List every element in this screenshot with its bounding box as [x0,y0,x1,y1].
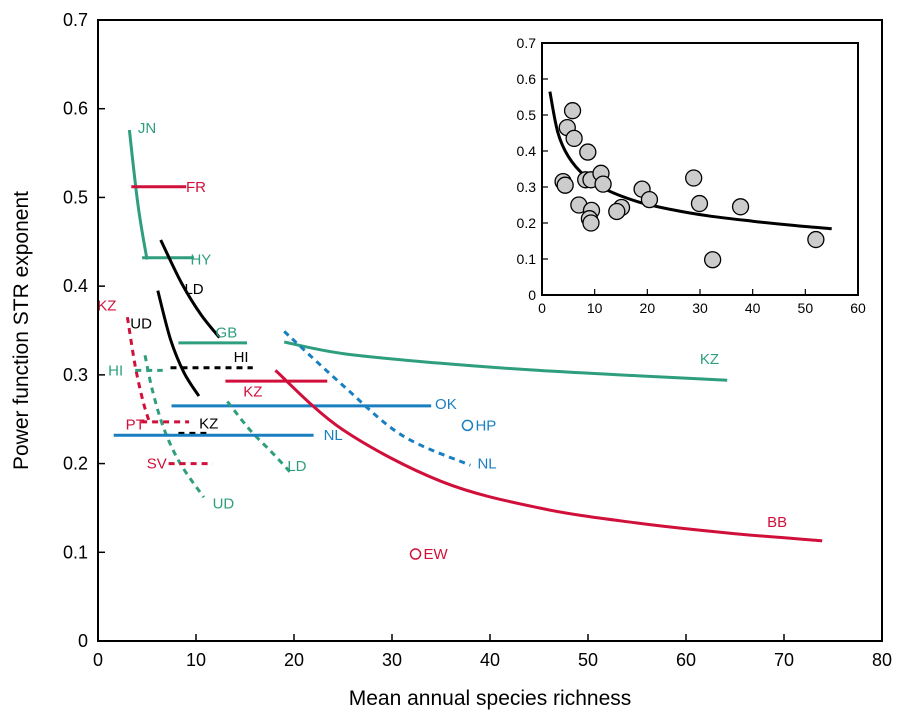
inset-y-tick-label: 0.5 [517,107,537,123]
inset-scatter-point [608,202,626,221]
inset-scatter-point [731,198,750,216]
inset-scatter-point [556,176,574,194]
inset-x-tick-label: 40 [745,300,761,316]
series-label-ud: UD [130,315,152,332]
series-label-hy: HY [190,252,211,269]
main-axis-ticks: 0 10 20 30 40 50 60 70 80 0 0.1 0.2 0.3 0.4 0.5 0.6 0.7 [63,10,892,670]
inset-background [494,31,872,321]
inset-y-tick-label: 0.7 [517,35,537,51]
series-label-ld: LD [184,281,203,298]
series-label-pt: PT [126,417,145,434]
series-line-kz [283,340,728,382]
inset-y-tick-label: 0.3 [517,179,537,195]
x-tick-label: 60 [676,650,696,670]
inset-x-tick-label: 0 [538,300,546,316]
inset-scatter-point [563,102,582,120]
series-line-ld [226,400,294,476]
inset-x-tick-label: 60 [850,300,866,316]
x-tick-label: 30 [382,650,402,670]
inset-x-tick-label: 20 [640,300,656,316]
y-tick-label: 0.4 [63,276,88,296]
main-plot: HP EW JN FR HY LD UD KZ GB KZ HI HI UD KZ OK LD NL PT KZ N… [10,10,892,710]
y-tick-label: 0 [78,631,88,651]
series-label-kz: KZ [700,351,719,368]
series-line-ud [143,354,206,499]
point-marker-ew [409,548,422,560]
series-line-jn [127,129,149,260]
y-tick-label: 0.3 [63,365,88,385]
inset-fit-group [548,91,832,231]
series-label-ud: UD [213,495,235,512]
x-tick-label: 70 [774,650,794,670]
inset-scatter-point [640,190,659,209]
inset-scatter-point [685,169,703,187]
point-label-hp: HP [475,417,496,434]
series-label-ld: LD [287,458,306,475]
y-tick-label: 0.1 [63,542,88,562]
x-tick-label: 20 [284,650,304,670]
series-label-kz: KZ [243,384,262,401]
main-points-group: HP EW [409,417,496,563]
y-tick-label: 0.2 [63,454,88,474]
inset-x-tick-label: 50 [798,300,814,316]
series-line-kz [125,316,152,425]
y-tick-label: 0.7 [63,10,88,30]
series-label-gb: GB [216,324,238,341]
x-tick-label: 40 [480,650,500,670]
inset-plot: 0 10 20 30 40 50 60 0 0.1 0.2 0.3 0.4 0.5 0.6 0.7 [494,31,872,321]
series-label-nl: NL [477,456,496,473]
y-tick-label: 0.5 [63,187,88,207]
inset-x-tick-label: 10 [587,300,603,316]
x-axis-label: Mean annual species richness [349,687,632,710]
inset-y-tick-label: 0 [528,287,536,303]
series-label-sv: SV [147,456,167,473]
inset-fit-curve [548,91,832,231]
x-tick-label: 50 [578,650,598,670]
series-label-bb: BB [767,514,787,531]
inset-axis-ticks: 0 10 20 30 40 50 60 0 0.1 0.2 0.3 0.4 0.5 0.6 0.7 [517,35,866,316]
point-label-ew: EW [424,546,449,563]
inset-scatter-point [594,175,612,193]
main-series-group [113,129,823,543]
x-tick-label: 10 [186,650,206,670]
inset-points-group [554,102,825,269]
x-tick-label: 0 [93,650,103,670]
y-axis-label: Power function STR exponent [10,191,33,470]
inset-y-tick-label: 0.2 [517,215,537,231]
series-label-nl: NL [324,427,343,444]
series-line-ld [159,239,221,339]
inset-y-tick-label: 0.4 [517,143,537,159]
inset-y-tick-label: 0.1 [517,251,537,267]
inset-scatter-point [807,230,825,249]
main-labels-group: JN FR HY LD UD KZ GB KZ HI HI UD KZ OK LD NL PT KZ NL SV BB [97,120,787,531]
series-label-jn: JN [138,120,156,137]
series-line-nl [283,330,472,467]
series-label-ok: OK [435,396,457,413]
inset-y-tick-label: 0.6 [517,71,537,87]
series-line-bb [274,369,823,543]
inset-scatter-point [703,251,722,269]
series-label-kz: KZ [199,416,218,433]
series-label-hi: HI [234,349,249,366]
series-label-fr: FR [186,179,206,196]
series-label-kz: KZ [97,298,116,315]
point-marker-hp [461,419,474,432]
inset-x-tick-label: 30 [692,300,708,316]
series-label-hi: HI [108,362,123,379]
inset-scatter-point [582,214,600,232]
inset-scatter-point [579,143,597,161]
inset-scatter-point [565,129,583,148]
y-tick-label: 0.6 [63,99,88,119]
x-tick-label: 80 [872,650,892,670]
inset-scatter-point [690,194,709,213]
series-line-ud [156,290,201,397]
